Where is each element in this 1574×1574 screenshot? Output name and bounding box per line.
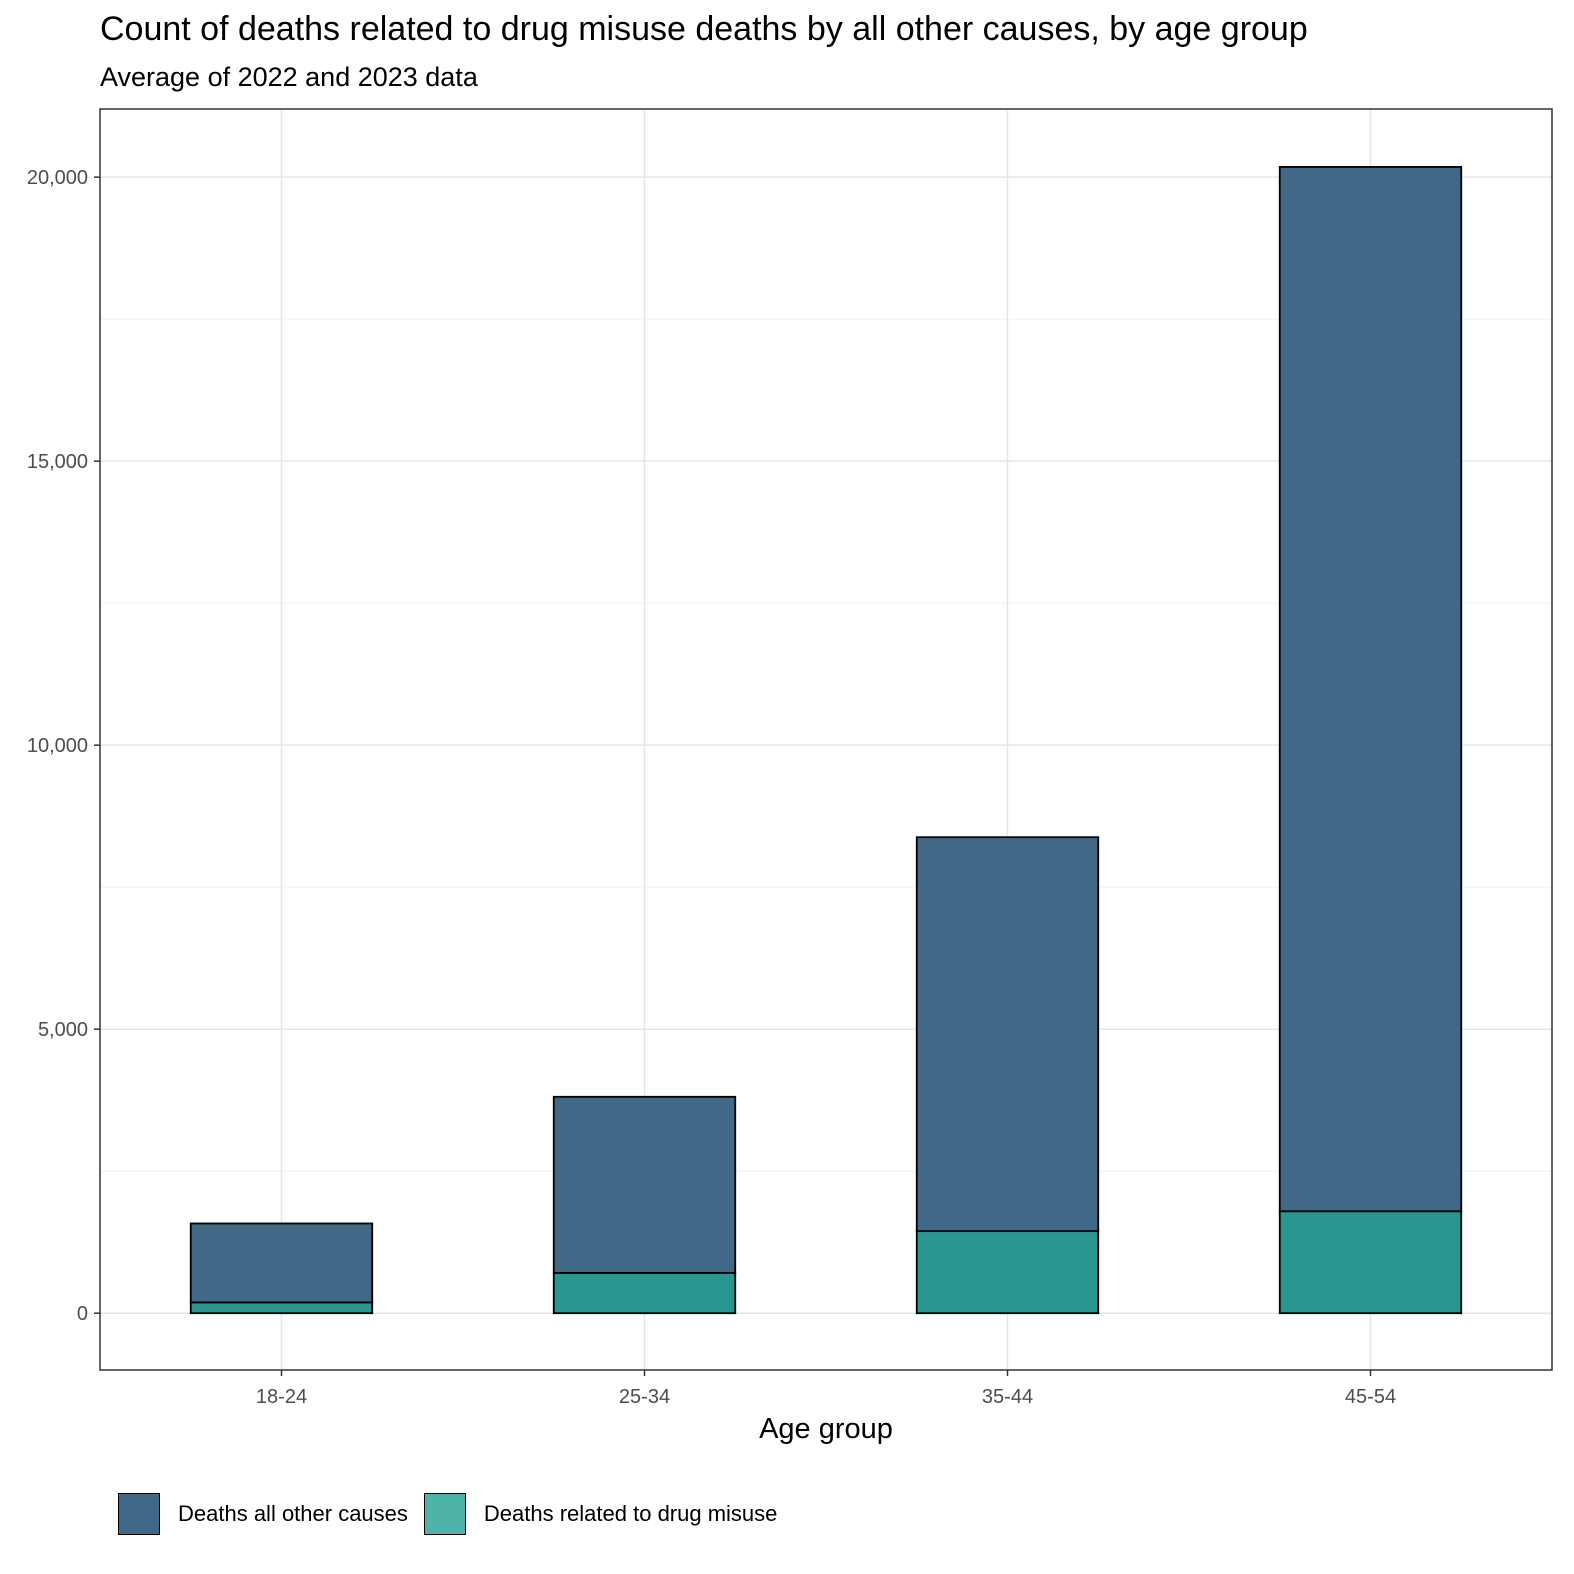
bar-layer: [189, 166, 1463, 1315]
y-tick-label: 15,000: [27, 451, 88, 473]
x-tick-label: 25-34: [619, 1386, 670, 1408]
y-tick-label: 10,000: [27, 735, 88, 757]
legend-swatch-drug-misuse: [423, 1493, 466, 1535]
x-axis-title: Age group: [759, 1413, 893, 1445]
bar-drug-misuse: [1278, 1210, 1463, 1315]
x-tick-label: 45-54: [1345, 1386, 1396, 1408]
bar-drug-misuse: [915, 1230, 1100, 1315]
legend-item-other-causes: Deaths all other causes: [118, 1493, 408, 1535]
axis-layer: 0 5,000 10,000 15,000 20,000 18-24 25-34 35-44 4…: [27, 167, 1396, 1408]
legend-label-other-causes: Deaths all other causes: [178, 1501, 408, 1526]
x-tick-label: 18-24: [256, 1386, 307, 1408]
y-tick-label: 20,000: [27, 167, 88, 189]
legend: Deaths all other causes Deaths related t…: [118, 1492, 793, 1536]
chart-subtitle: Average of 2022 and 2023 data: [100, 62, 478, 92]
chart-title: Count of deaths related to drug misuse d…: [100, 10, 1308, 48]
bar-other-causes: [1278, 166, 1463, 1213]
panel-border: [99, 108, 1553, 1371]
legend-swatch-other-causes: [118, 1493, 160, 1535]
bar-other-causes: [552, 1095, 737, 1274]
x-tick-label: 35-44: [982, 1386, 1033, 1408]
legend-label-drug-misuse: Deaths related to drug misuse: [483, 1501, 778, 1526]
bar-other-causes: [915, 836, 1100, 1233]
bar-drug-misuse: [552, 1271, 737, 1315]
legend-item-drug-misuse: Deaths related to drug misuse: [423, 1493, 778, 1535]
bar-drug-misuse: [189, 1301, 374, 1315]
bar-other-causes: [189, 1222, 374, 1304]
y-tick-label: 5,000: [38, 1019, 88, 1041]
y-tick-label: 0: [77, 1303, 88, 1325]
